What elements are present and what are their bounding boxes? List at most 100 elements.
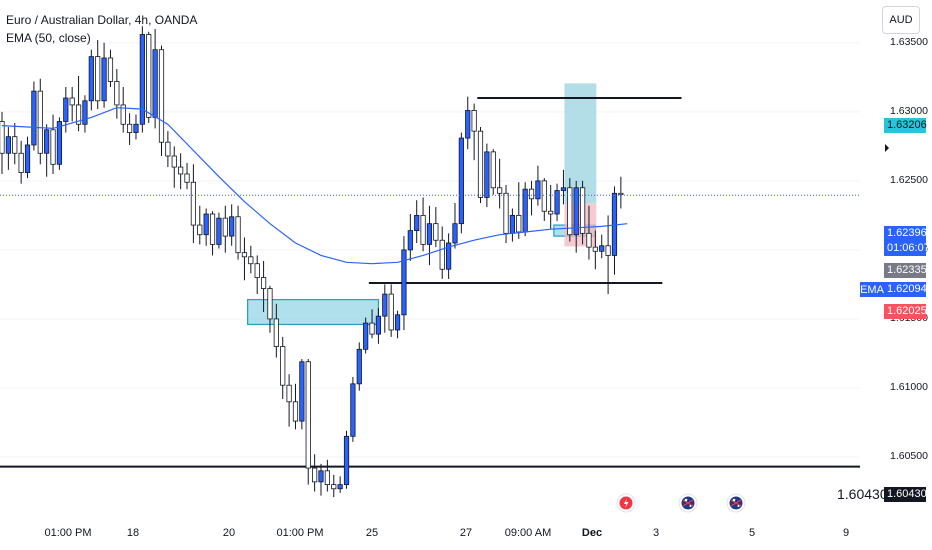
candle xyxy=(407,214,413,261)
candle xyxy=(235,205,241,260)
candle xyxy=(171,146,177,188)
candle xyxy=(0,111,5,174)
time-tick: 01:00 PM xyxy=(276,527,324,539)
candle xyxy=(127,113,133,145)
candle xyxy=(490,149,496,195)
candle xyxy=(37,78,43,165)
candle xyxy=(458,132,464,234)
time-tick: 9 xyxy=(842,527,850,539)
indicator-label[interactable]: EMA (50, close) xyxy=(6,31,91,45)
candle xyxy=(516,182,522,239)
candle xyxy=(190,164,196,244)
price-tick: 1.60500 xyxy=(890,450,928,462)
candle xyxy=(433,207,439,248)
candle xyxy=(120,86,126,133)
candle xyxy=(560,169,567,205)
time-tick: 25 xyxy=(365,527,379,539)
price-tick: 1.61000 xyxy=(890,380,928,393)
candle xyxy=(248,245,254,274)
candle xyxy=(18,140,24,184)
candle xyxy=(554,183,560,221)
candle xyxy=(197,205,203,245)
candle xyxy=(394,310,401,339)
candle xyxy=(445,233,452,279)
candle xyxy=(388,284,394,337)
candle xyxy=(343,430,350,489)
candle xyxy=(548,185,554,230)
candle xyxy=(471,103,477,161)
candle xyxy=(139,26,145,133)
candle xyxy=(439,226,445,279)
candle xyxy=(484,143,490,208)
time-tick: 27 xyxy=(459,527,473,539)
candle xyxy=(158,45,165,157)
candle xyxy=(95,40,101,110)
candle xyxy=(222,205,228,253)
candle xyxy=(165,131,171,168)
price-tick: 1.62500 xyxy=(890,173,928,186)
candle xyxy=(88,49,94,111)
candle xyxy=(267,285,273,333)
price-tick: 1.63000 xyxy=(890,104,928,117)
price-axis-marker xyxy=(885,144,889,152)
ema-tag: EMA xyxy=(860,282,884,297)
candle xyxy=(44,124,50,177)
time-tick: 09:00 AM xyxy=(504,527,552,539)
countdown-label: 01:06:07 xyxy=(884,241,930,256)
candle xyxy=(299,358,305,430)
profit-zone[interactable] xyxy=(564,83,597,204)
candle xyxy=(260,260,267,313)
candle xyxy=(305,358,311,485)
event-marker-aud[interactable] xyxy=(726,493,746,513)
candle xyxy=(312,454,318,492)
candle xyxy=(567,178,573,242)
event-marker-flash[interactable] xyxy=(616,493,636,513)
stop-price-label: 1.62025 xyxy=(884,304,927,319)
candle xyxy=(452,202,458,249)
candle xyxy=(618,176,624,209)
candle xyxy=(273,303,279,358)
candle xyxy=(541,178,547,221)
candle xyxy=(318,463,324,496)
candle xyxy=(5,127,11,170)
candle xyxy=(184,162,190,190)
candle xyxy=(337,476,343,493)
candle xyxy=(426,205,433,266)
candle xyxy=(324,459,330,492)
hline-price-label: 1.60430 xyxy=(884,487,927,502)
candle xyxy=(24,136,31,179)
target-price-label: 1.63206 xyxy=(884,118,927,133)
event-marker-aud[interactable] xyxy=(678,493,698,513)
candle xyxy=(241,237,248,281)
time-tick: 5 xyxy=(748,527,756,539)
candle xyxy=(528,180,535,216)
candle xyxy=(382,284,388,333)
candle xyxy=(254,255,260,295)
time-tick: 3 xyxy=(652,527,660,539)
candle xyxy=(579,180,586,245)
candle xyxy=(101,42,107,108)
candle xyxy=(420,197,426,252)
candle xyxy=(146,31,152,123)
candle xyxy=(375,307,382,344)
candle xyxy=(69,86,75,122)
candle xyxy=(178,153,184,190)
candle xyxy=(503,185,509,244)
last-price-label: 1.62396 xyxy=(884,226,927,241)
symbol-title[interactable]: Euro / Australian Dollar, 4h, OANDA xyxy=(6,13,198,27)
candle xyxy=(229,204,235,246)
candle xyxy=(369,309,375,339)
candle xyxy=(50,114,56,174)
ema-price-label: 1.62094 xyxy=(884,282,927,297)
currency-button[interactable]: AUD xyxy=(882,6,920,34)
time-tick: Dec xyxy=(581,527,603,539)
candle xyxy=(573,180,579,253)
candle xyxy=(509,208,516,242)
candle xyxy=(477,127,484,203)
demand-zone[interactable] xyxy=(247,299,380,326)
candle xyxy=(605,215,611,295)
time-tick: 20 xyxy=(222,527,236,539)
chart-legend: Euro / Australian Dollar, 4h, OANDA EMA … xyxy=(6,11,197,47)
